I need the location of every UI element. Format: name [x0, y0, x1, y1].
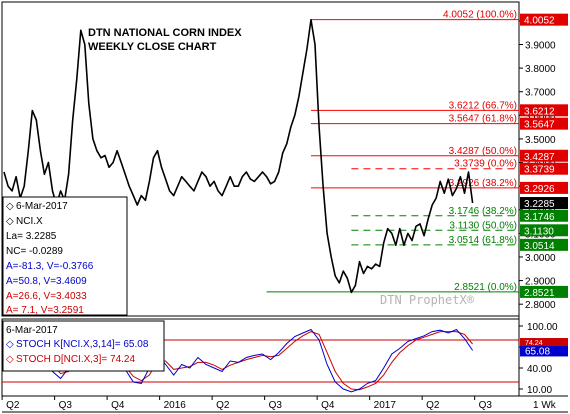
price-tick-label: 3.9000 — [525, 40, 556, 51]
price-tick-label: 3.7000 — [525, 88, 556, 99]
fib-value-box — [520, 104, 568, 117]
info-a-line2: A=50.8, V=3.4609 — [6, 276, 87, 287]
fib-value-box-label: 3.1746 — [524, 212, 555, 223]
fib-value-box — [520, 209, 568, 222]
fib-value-box — [520, 149, 568, 162]
fib-value-box-label: 3.3739 — [524, 165, 555, 176]
price-tick-label: 3.0000 — [525, 253, 556, 264]
fib-value-box-label: 4.0052 — [524, 16, 555, 27]
fib-lines: 4.0052 (100.0%) 3.6212 (66.7%) 3.5647 (61.… — [266, 10, 519, 293]
fib-value-box-label: 3.2926 — [524, 184, 555, 195]
x-tick-label: Q2 — [6, 400, 20, 411]
stoch-d-value-box — [520, 338, 568, 347]
fib-value-box — [520, 224, 568, 237]
x-tick-label: 2017 — [374, 400, 397, 411]
stoch-k-value-label: 65.08 — [525, 346, 550, 357]
fib-label: 3.4287 (50.0%) — [449, 146, 517, 157]
x-tick-label: Q4 — [321, 400, 335, 411]
price-tick-label: 3.5000 — [525, 135, 556, 146]
info-a-line1: A=-81.3, V=-0.3766 — [6, 261, 94, 272]
fib-value-box — [520, 197, 568, 210]
stoch-k-label: STOCH K[NCI.X,3,14]= 65.08 — [16, 339, 149, 350]
watermark: DTN ProphetX® — [380, 293, 475, 307]
fib-label: 3.5647 (61.8%) — [449, 114, 517, 125]
price-series — [3, 18, 474, 294]
x-tick-label: Q3 — [479, 400, 493, 411]
fib-value-box — [520, 162, 568, 175]
x-tick-label: Q3 — [59, 400, 73, 411]
info-a-line3: A=26.6, V=3.4033 — [6, 291, 87, 302]
fib-value-box-label: 3.0514 — [524, 241, 555, 252]
stoch-tick-label: 10.00 — [527, 385, 552, 396]
fib-label: 2.8521 (0.0%) — [454, 282, 517, 293]
fib-label: 3.2926 (38.2%) — [449, 178, 517, 189]
fib-label: 3.6212 (66.7%) — [449, 100, 517, 111]
info-date-marker-icon: ◇ — [6, 201, 14, 212]
fib-value-boxes: 4.0052 3.6212 3.5647 3.4287 3.3739 3.2926 3.22… — [520, 13, 568, 299]
stoch-d-label: STOCH D[NCI.X,3]= 74.24 — [16, 354, 135, 365]
fib-label: 3.0514 (61.8%) — [449, 235, 517, 246]
stoch-k-marker-icon: ◇ — [6, 339, 14, 350]
stoch-k-value-box — [520, 344, 568, 357]
fib-value-box-label: 3.5647 — [524, 120, 555, 131]
x-tick-label: Q3 — [269, 400, 283, 411]
stoch-tick-label: 40.00 — [527, 364, 552, 375]
stoch-d-value-label: 74.24 — [525, 340, 543, 347]
info-symbol: NCI.X — [16, 216, 43, 227]
stoch-date: 6-Mar-2017 — [6, 325, 58, 336]
price-tick-label: 3.6000 — [525, 111, 556, 122]
info-la: La= 3.2285 — [6, 231, 57, 242]
fib-value-box-label: 3.6212 — [524, 106, 555, 117]
fib-label: 3.1130 (50.0%) — [449, 220, 517, 231]
info-date: 6-Mar-2017 — [16, 201, 68, 212]
x-axis-ticks: Q2 Q3 Q4 2016 Q2 Q3 Q4 2017 Q2 Q3 — [1, 396, 493, 411]
fib-label: 3.1746 (38.2%) — [449, 206, 517, 217]
chart-title-line1: DTN NATIONAL CORN INDEX — [88, 27, 242, 39]
price-tick-label: 2.8000 — [525, 300, 556, 311]
stoch-tick-label: 100.00 — [527, 322, 558, 333]
fib-label: 4.0052 (100.0%) — [443, 10, 517, 21]
price-tick-label: 2.9000 — [525, 277, 556, 288]
info-box: 6-Mar-2017 ◇ NCI.X ◇ La= 3.2285 NC= -0.0… — [2, 196, 128, 316]
stoch-d-marker-icon: ◇ — [6, 354, 14, 365]
fib-value-box — [520, 117, 568, 130]
info-a-line4: A= 7.1, V=3.2591 — [6, 305, 84, 316]
x-tick-label: Q2 — [216, 400, 230, 411]
fib-value-box-label: 3.2285 — [524, 199, 555, 210]
chart-title-line2: WEEKLY CLOSE CHART — [88, 41, 217, 53]
fib-value-box — [520, 285, 568, 298]
info-nc: NC= -0.0289 — [6, 246, 63, 257]
fib-value-box — [520, 238, 568, 251]
stoch-info-box: 6-Mar-2017 ◇ STOCH K[NCI.X,3,14]= 65.08 … — [2, 320, 165, 372]
fib-value-box-label: 2.8521 — [524, 288, 555, 299]
price-line — [3, 18, 474, 294]
interval-label: 1 Wk — [533, 400, 557, 411]
fib-value-box — [520, 181, 568, 194]
info-symbol-marker-icon: ◇ — [6, 216, 14, 227]
price-tick-label: 3.8000 — [525, 64, 556, 75]
x-tick-label: Q2 — [426, 400, 440, 411]
x-tick-label: Q4 — [111, 400, 125, 411]
fib-value-box-label: 3.4287 — [524, 152, 555, 163]
fib-label: 3.3739 (0.0%) — [454, 159, 517, 170]
x-tick-label: 2016 — [164, 400, 187, 411]
fib-value-box — [520, 13, 568, 26]
fib-value-box-label: 3.1130 — [524, 226, 554, 237]
